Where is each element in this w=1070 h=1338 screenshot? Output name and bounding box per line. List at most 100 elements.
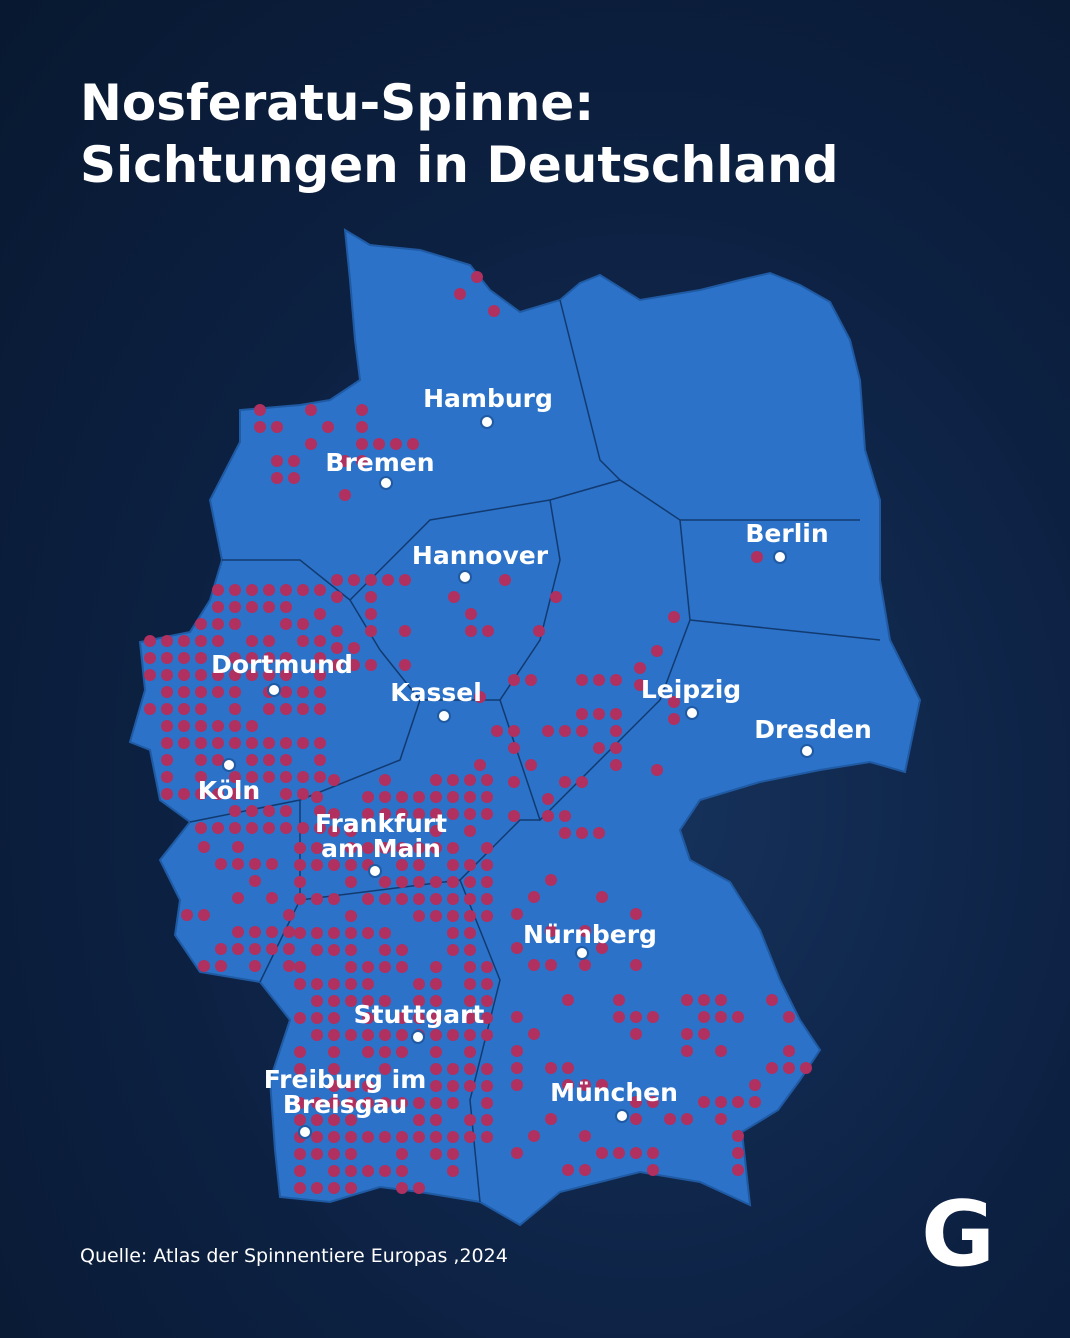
sighting-dot <box>430 978 442 990</box>
sighting-dot <box>178 720 190 732</box>
sighting-dot <box>294 1182 306 1194</box>
sighting-dot <box>311 1114 323 1126</box>
sighting-dot <box>328 1097 340 1109</box>
sighting-dot <box>328 944 340 956</box>
sighting-dot <box>215 943 227 955</box>
sighting-dot <box>249 943 261 955</box>
sighting-dot <box>314 771 326 783</box>
sighting-dot <box>229 703 241 715</box>
sighting-dot <box>465 608 477 620</box>
sighting-dot <box>464 1080 476 1092</box>
sighting-dot <box>314 805 326 817</box>
sighting-dot <box>596 942 608 954</box>
sighting-dot <box>576 708 588 720</box>
sighting-dot <box>249 926 261 938</box>
sighting-dot <box>447 893 459 905</box>
sighting-dot <box>280 669 292 681</box>
sighting-dot <box>481 910 493 922</box>
sighting-dot <box>610 674 622 686</box>
sighting-dot <box>294 842 306 854</box>
sighting-dot <box>464 1012 476 1024</box>
sighting-dot <box>229 737 241 749</box>
sighting-dot <box>542 810 554 822</box>
sighting-dot <box>413 1114 425 1126</box>
sighting-dot <box>254 404 266 416</box>
sighting-dot <box>474 691 486 703</box>
sighting-dot <box>328 825 340 837</box>
sighting-dot <box>345 944 357 956</box>
sighting-dot <box>195 788 207 800</box>
city-label: Hannover <box>412 541 549 570</box>
sighting-dot <box>297 618 309 630</box>
sighting-dot <box>271 455 283 467</box>
sighting-dot <box>430 808 442 820</box>
sighting-dot <box>339 455 351 467</box>
sighting-dot <box>195 720 207 732</box>
sighting-dot <box>533 625 545 637</box>
sighting-dot <box>356 455 368 467</box>
sighting-dot <box>430 910 442 922</box>
sighting-dot <box>314 608 326 620</box>
sighting-dot <box>305 404 317 416</box>
sighting-dot <box>379 961 391 973</box>
sighting-dot <box>430 774 442 786</box>
sighting-dot <box>305 438 317 450</box>
sighting-dot <box>396 1046 408 1058</box>
sighting-dot <box>464 1046 476 1058</box>
sighting-dot <box>430 1029 442 1041</box>
city-label: Breisgau <box>283 1090 407 1119</box>
sighting-dot <box>195 737 207 749</box>
sighting-dot <box>345 1080 357 1092</box>
sighting-dot <box>525 674 537 686</box>
sighting-dot <box>430 842 442 854</box>
sighting-dot <box>297 635 309 647</box>
sighting-dot <box>550 591 562 603</box>
sighting-dot <box>280 754 292 766</box>
sighting-dot <box>271 472 283 484</box>
sighting-dot <box>263 771 275 783</box>
sighting-dot <box>732 1096 744 1108</box>
sighting-dot <box>542 793 554 805</box>
sighting-dot <box>447 1080 459 1092</box>
sighting-dot <box>651 645 663 657</box>
sighting-dot <box>447 808 459 820</box>
sighting-dot <box>783 1045 795 1057</box>
sighting-dot <box>732 1147 744 1159</box>
sighting-dot <box>715 1011 727 1023</box>
sighting-dot <box>800 1062 812 1074</box>
sighting-dot <box>481 1080 493 1092</box>
sighting-dot <box>212 669 224 681</box>
sighting-dot <box>328 1080 340 1092</box>
sighting-dot <box>783 1062 795 1074</box>
sighting-dot <box>596 1079 608 1091</box>
sighting-dot <box>283 943 295 955</box>
sighting-dot <box>161 669 173 681</box>
sighting-dot <box>464 961 476 973</box>
sighting-dot <box>647 1164 659 1176</box>
sighting-dot <box>331 591 343 603</box>
sighting-dot <box>229 822 241 834</box>
sighting-dot <box>511 942 523 954</box>
sighting-dot <box>783 1011 795 1023</box>
sighting-dot <box>294 1114 306 1126</box>
sighting-dot <box>178 703 190 715</box>
sighting-dot <box>294 859 306 871</box>
sighting-dot <box>280 737 292 749</box>
sighting-dot <box>271 421 283 433</box>
sighting-dot <box>399 659 411 671</box>
city-labels: Hamburg Bremen Hannover Berlin Dortmund Kasse… <box>198 384 872 1139</box>
sighting-dot <box>328 995 340 1007</box>
sighting-dot <box>294 876 306 888</box>
sighting-dot <box>246 584 258 596</box>
sighting-dot <box>362 995 374 1007</box>
sighting-dot <box>328 1131 340 1143</box>
sighting-dot <box>161 754 173 766</box>
sighting-dot <box>297 788 309 800</box>
sighting-dot <box>481 978 493 990</box>
sighting-dot <box>263 737 275 749</box>
sighting-dot <box>454 288 466 300</box>
sighting-dot <box>413 876 425 888</box>
sighting-dot <box>559 776 571 788</box>
sighting-dot <box>379 1131 391 1143</box>
sighting-dot <box>144 703 156 715</box>
